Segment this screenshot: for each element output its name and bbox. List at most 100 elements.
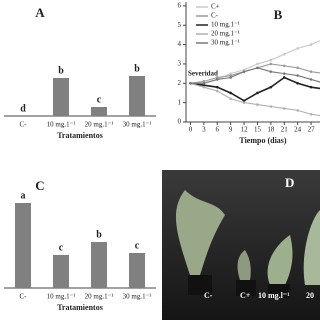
point	[242, 99, 246, 103]
point	[229, 97, 232, 101]
point	[309, 85, 313, 89]
legend-label: 30 mg.1⁻¹	[211, 39, 240, 47]
point	[309, 70, 313, 73]
point	[309, 78, 313, 81]
x-tick-label: 27	[308, 126, 316, 134]
legend-label: 10 mg.1⁻¹	[211, 21, 240, 29]
y-tick-label: 2	[178, 79, 182, 87]
point	[215, 85, 219, 89]
photo-label: C+	[240, 291, 251, 300]
plant	[267, 235, 293, 285]
photo-label: C-	[204, 291, 213, 300]
point	[202, 85, 206, 89]
plant	[175, 190, 225, 275]
panel-letter: B	[274, 7, 283, 22]
point	[229, 76, 232, 79]
point	[202, 80, 206, 83]
x-tick-label: C-	[20, 121, 28, 129]
bar	[91, 242, 107, 288]
significance-letter: b	[58, 65, 64, 76]
point	[242, 68, 246, 72]
point	[242, 70, 246, 73]
point	[296, 109, 299, 112]
x-tick-label: 6	[216, 126, 220, 134]
y-tick-label: 0	[178, 118, 182, 126]
point	[282, 76, 286, 79]
point	[309, 112, 313, 116]
point	[269, 58, 273, 62]
x-axis-label: Tratamientos	[57, 303, 103, 312]
x-tick-label: 18	[267, 126, 275, 134]
x-axis-label: Tiempo (dias)	[239, 136, 287, 145]
pot	[268, 284, 290, 298]
panel-letter: D	[285, 175, 294, 190]
significance-letter: c	[59, 242, 64, 253]
bar	[15, 203, 31, 288]
point	[215, 89, 219, 93]
point	[215, 78, 219, 81]
point	[256, 103, 259, 106]
point	[242, 101, 246, 104]
legend-label: C+	[211, 3, 220, 11]
point	[309, 43, 313, 46]
point	[256, 66, 259, 70]
legend-label: C-	[211, 12, 219, 20]
x-tick-label: 12	[241, 126, 249, 134]
x-tick-label: 15	[254, 126, 262, 134]
x-tick-label: 24	[294, 126, 302, 134]
significance-letter: b	[134, 63, 140, 74]
x-tick-label: 20 mg.1⁻¹	[85, 293, 114, 301]
x-tick-label: 20 mg.1⁻¹	[85, 121, 114, 129]
point	[229, 74, 232, 77]
significance-letter: d	[20, 103, 26, 114]
pot	[188, 275, 212, 295]
x-tick-label: 21	[281, 126, 289, 134]
point	[269, 70, 273, 73]
point	[296, 47, 299, 50]
point	[269, 62, 273, 66]
x-tick-label: 30 mg.1⁻¹	[123, 121, 152, 129]
point	[269, 85, 273, 89]
panel-letter: C	[35, 178, 44, 193]
x-tick-label: 3	[202, 126, 206, 134]
x-tick-label: 9	[229, 126, 233, 134]
point	[202, 81, 206, 85]
point	[256, 62, 259, 66]
point	[256, 91, 259, 95]
y-tick-label: 5	[178, 21, 182, 29]
point	[282, 72, 286, 75]
pot	[236, 280, 256, 296]
point	[282, 52, 286, 56]
plant	[303, 210, 320, 285]
x-tick-label: 10 mg.1⁻¹	[47, 293, 76, 301]
bar	[129, 76, 145, 116]
y-tick-label: 6	[178, 1, 182, 9]
point	[229, 91, 232, 95]
y-tick-label: 3	[178, 60, 182, 68]
panel-letter: A	[35, 5, 45, 20]
significance-letter: c	[135, 240, 140, 251]
x-tick-label: 0	[189, 126, 193, 134]
point	[296, 66, 299, 70]
x-tick-label: C-	[20, 293, 28, 301]
series-line	[190, 82, 320, 117]
y-tick-label: 1	[178, 98, 182, 106]
point	[215, 76, 219, 79]
significance-letter: b	[96, 229, 102, 240]
photo-panel: D C- C+ 10 mg.l⁻¹ 20	[162, 170, 320, 320]
x-axis-label: Tratamientos	[57, 131, 103, 140]
bar	[91, 107, 107, 116]
point	[282, 64, 286, 68]
point	[296, 74, 299, 77]
point	[229, 72, 232, 75]
significance-letter: c	[97, 94, 102, 105]
bar	[53, 78, 69, 116]
photo-label: 20	[306, 291, 314, 300]
x-tick-label: 30 mg.1⁻¹	[123, 293, 152, 301]
bar	[129, 253, 145, 288]
plant	[237, 250, 251, 280]
bar	[53, 255, 69, 288]
legend-label: 20 mg.1⁻¹	[211, 30, 240, 38]
point	[296, 81, 299, 85]
